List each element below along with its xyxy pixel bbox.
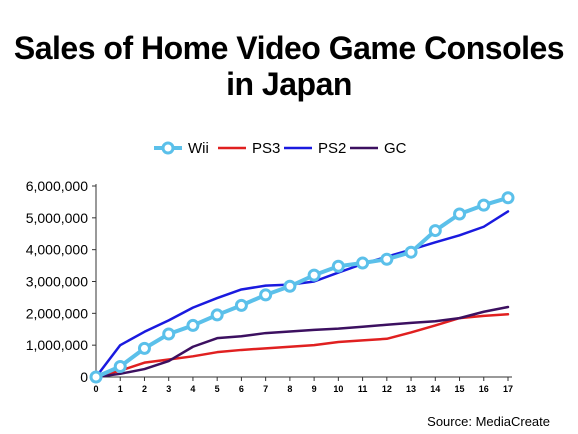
data-point-wii (331, 259, 345, 273)
chart-title-line-1: Sales of Home Video Game Consoles (13, 30, 565, 66)
data-point-wii (356, 256, 370, 270)
x-tick-label: 17 (503, 384, 513, 394)
data-point-wii (186, 318, 200, 332)
data-point-wii (380, 252, 394, 266)
x-tick-label: 15 (455, 384, 465, 394)
data-point-wii (210, 308, 224, 322)
x-tick-label: 16 (479, 384, 489, 394)
data-point-wii (113, 359, 127, 373)
x-tick-label: 11 (358, 384, 368, 394)
chart-axes: 0 1,000,000 2,000,000 3,000,000 4,000,000 5,0… (26, 178, 513, 394)
data-point-wii (89, 370, 103, 384)
source-note: Source: MediaCreate (427, 414, 550, 429)
data-point-wii (307, 268, 321, 282)
data-point-wii (234, 298, 248, 312)
y-tick-label: 1,000,000 (26, 337, 88, 353)
series-line-wii (94, 195, 510, 379)
legend-marker-wii (161, 141, 175, 155)
legend-label-gc: GC (384, 140, 407, 157)
x-tick-label: 1 (118, 384, 123, 394)
y-tick-label: 2,000,000 (26, 305, 88, 321)
legend-label-wii: Wii (188, 140, 209, 157)
data-point-wii (162, 327, 176, 341)
x-tick-label: 4 (190, 384, 195, 394)
x-tick-label: 13 (406, 384, 416, 394)
x-tick-label: 6 (239, 384, 244, 394)
y-tick-label: 5,000,000 (26, 210, 88, 226)
data-point-wii (453, 207, 467, 221)
data-point-wii (404, 245, 418, 259)
x-tick-label: 14 (430, 384, 440, 394)
series-line-ps2 (94, 210, 510, 379)
series-line-gc (94, 305, 510, 379)
y-tick-label: 6,000,000 (26, 178, 88, 194)
y-tick-label: 4,000,000 (26, 242, 88, 258)
x-tick-label: 2 (142, 384, 147, 394)
x-tick-label: 7 (263, 384, 268, 394)
x-tick-label: 12 (382, 384, 392, 394)
data-point-wii (501, 191, 515, 205)
x-tick-label: 9 (312, 384, 317, 394)
x-tick-label: 3 (166, 384, 171, 394)
data-point-wii (259, 288, 273, 302)
legend-label-ps3: PS3 (252, 140, 280, 157)
data-point-wii (428, 224, 442, 238)
chart-series (89, 191, 515, 384)
x-tick-label: 5 (215, 384, 220, 394)
data-point-wii (477, 198, 491, 212)
chart-legend: Wii PS3 PS2 GC (154, 140, 407, 157)
x-tick-label: 10 (333, 384, 343, 394)
series-line-ps3 (94, 313, 510, 379)
y-tick-label: 0 (80, 369, 88, 385)
data-point-wii (137, 341, 151, 355)
chart-title-line-2: in Japan (226, 66, 352, 102)
y-tick-label: 3,000,000 (26, 274, 88, 290)
x-tick-label: 8 (287, 384, 292, 394)
legend-label-ps2: PS2 (318, 140, 346, 157)
x-tick-label: 0 (93, 384, 98, 394)
data-point-wii (283, 279, 297, 293)
